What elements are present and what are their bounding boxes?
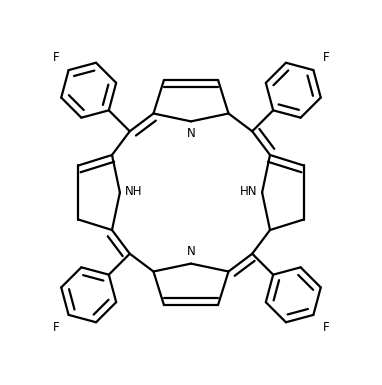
Text: HN: HN — [240, 185, 257, 198]
Text: F: F — [53, 321, 59, 334]
Text: NH: NH — [125, 185, 142, 198]
Text: N: N — [187, 246, 195, 258]
Text: F: F — [53, 51, 59, 64]
Text: N: N — [187, 127, 195, 139]
Text: F: F — [323, 321, 329, 334]
Text: F: F — [323, 51, 329, 64]
